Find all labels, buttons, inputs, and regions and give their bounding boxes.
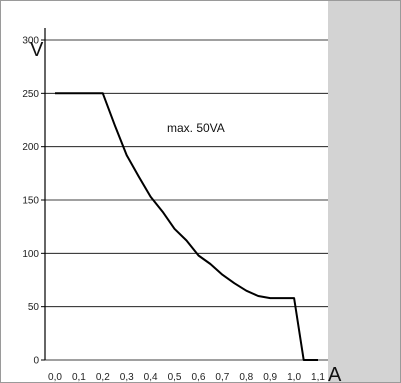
grid-layer — [45, 39, 328, 361]
y-tick-label: 150 — [22, 196, 39, 207]
x-tick-label: 1,0 — [287, 372, 301, 383]
x-tick-label: 0,2 — [96, 372, 110, 383]
x-tick-label: 0,5 — [168, 372, 182, 383]
y-tick-label: 100 — [22, 249, 39, 260]
y-tick-label: 300 — [22, 36, 39, 47]
x-tick-label: 0,0 — [48, 372, 62, 383]
y-tick-label: 0 — [33, 356, 39, 367]
x-tick-label: 0,9 — [263, 372, 277, 383]
x-tick-label: 0,3 — [120, 372, 134, 383]
x-tick-label: 1,1 — [311, 372, 325, 383]
annotation-max-va: max. 50VA — [167, 121, 225, 135]
x-tick-label: 0,7 — [215, 372, 229, 383]
axis-layer — [41, 28, 46, 361]
x-axis-unit-label: A — [328, 364, 342, 383]
x-tick-label: 0,8 — [239, 372, 253, 383]
series-line-0 — [55, 92, 318, 361]
y-tick-label: 50 — [28, 302, 40, 313]
x-tick-label: 0,4 — [144, 372, 158, 383]
series-layer — [55, 92, 318, 361]
plot-area — [0, 0, 328, 383]
y-tick-label: 200 — [22, 142, 39, 153]
tick-labels: 0 50 100 150 200 250 300 0,0 0,1 0,2 0,3 0,4 0,5 0,6 0… — [22, 36, 325, 383]
x-tick-label: 0,1 — [72, 372, 86, 383]
y-axis-unit-label: V — [30, 39, 44, 61]
x-tick-label: 0,6 — [192, 372, 206, 383]
y-tick-label: 250 — [22, 89, 39, 100]
